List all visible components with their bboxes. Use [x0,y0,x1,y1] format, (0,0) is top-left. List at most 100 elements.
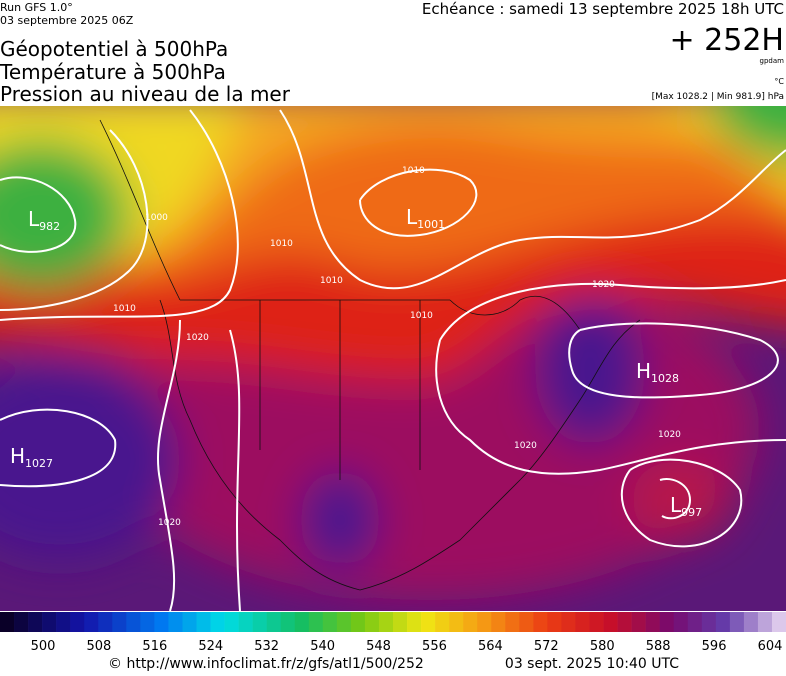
color-swatch [393,612,408,632]
color-swatch [168,612,183,632]
color-swatch [715,612,731,632]
footer-date: 03 sept. 2025 10:40 UTC [505,656,679,672]
unit-geo: gpdam [760,57,785,65]
color-swatch [687,612,703,632]
title-line: Pression au niveau de la mer [0,82,291,106]
isobar-label: 1020 [158,518,181,528]
color-swatch [378,612,394,632]
color-swatch [659,612,675,632]
color-swatch [631,612,646,632]
color-swatch [140,612,155,632]
color-swatch [350,612,366,632]
color-swatch [280,612,296,632]
pressure-center: L1001 [406,205,445,231]
color-swatch [463,612,478,632]
isobar-label: 1000 [145,213,168,223]
scale-label: 548 [366,639,391,654]
pressure-center: H1028 [636,359,679,385]
center-value: 982 [39,220,60,233]
center-value: 1028 [651,372,679,385]
color-swatch [252,612,267,632]
center-type: L [670,493,682,517]
color-swatch [98,612,113,632]
scale-label: 540 [310,639,335,654]
scale-label: 508 [87,639,112,654]
color-swatch [238,612,253,632]
color-swatch [364,612,380,632]
pressure-center: L982 [28,207,60,233]
color-swatch [308,612,324,632]
coastlines [99,119,641,591]
color-swatch [182,612,197,632]
color-swatch [0,612,15,632]
color-swatch [449,612,464,632]
lead-time: + 252H [670,23,785,58]
color-swatch [28,612,43,632]
color-swatch [196,612,211,632]
isobar-label: 1010 [270,239,293,249]
color-swatch [70,612,85,632]
color-swatch [336,612,352,632]
isobar-label: 1020 [658,430,681,440]
color-swatch [56,612,71,632]
color-swatch [645,612,660,632]
center-type: H [10,444,25,468]
color-swatch [757,612,773,632]
color-swatch [701,612,717,632]
title-line: Température à 500hPa [0,60,226,84]
color-swatch [533,612,548,632]
title-line: Géopotentiel à 500hPa [0,37,228,61]
footer-url: © http://www.infoclimat.fr/z/gfs/atl1/50… [108,656,424,672]
center-type: L [28,207,40,231]
color-swatch [407,612,422,632]
isobar-label: 1020 [186,333,209,343]
scale-label: 516 [142,639,167,654]
color-swatch [154,612,169,632]
scale-label: 556 [422,639,447,654]
color-swatch [126,612,141,632]
color-swatch [575,612,590,632]
color-swatch [435,612,450,632]
center-type: H [636,359,651,383]
scale-label: 596 [702,639,727,654]
center-value: 1001 [417,218,445,231]
scale-label: 524 [198,639,223,654]
color-swatch [519,612,534,632]
scale-label: 588 [646,639,671,654]
isobar-label: 1010 [402,166,425,176]
color-swatch [505,612,520,632]
color-swatch [729,612,745,632]
forecast: Echéance : samedi 13 septembre 2025 18h … [422,0,784,18]
color-swatch [84,612,99,632]
isobar-label: 1010 [113,304,136,314]
scale-label: 500 [31,639,56,654]
scale-label: 572 [534,639,559,654]
run-date: 03 septembre 2025 06Z [0,14,134,27]
color-swatch [210,612,225,632]
isobars [0,109,786,611]
pressure-range: [Max 1028.2 | Min 981.9] hPa [652,92,784,102]
color-swatch [42,612,57,632]
color-swatch [421,612,436,632]
map: L982 L1001H1028H1027L99710101000101010101… [0,106,786,611]
color-swatch [603,612,618,632]
scale-label: 532 [254,639,279,654]
color-swatch [477,612,492,632]
color-swatch [589,612,604,632]
run: Run GFS 1.0° [0,1,73,14]
color-swatch [547,612,562,632]
color-swatch [14,612,29,632]
color-swatch [266,612,282,632]
color-swatch [294,612,310,632]
unit-temp: °C [774,77,784,86]
isobar-label: 1020 [514,441,537,451]
color-swatch [112,612,127,632]
center-value: 1027 [25,457,53,470]
isobar-label: 1010 [320,276,343,286]
color-swatch [617,612,632,632]
scale-label: 580 [590,639,615,654]
color-swatch [673,612,689,632]
pressure-center: H1027 [10,444,53,470]
color-swatch [491,612,506,632]
